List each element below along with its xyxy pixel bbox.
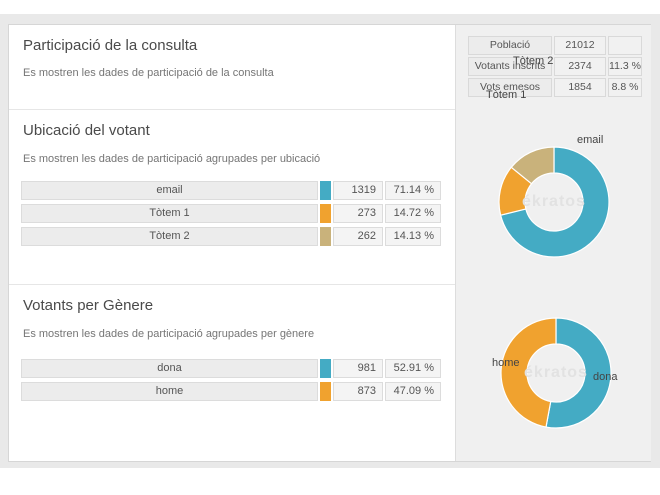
row-label: Tòtem 2 — [21, 227, 318, 246]
gender-section-subtitle: Es mostren les dades de participació agr… — [23, 328, 315, 340]
row-value: 262 — [333, 227, 383, 246]
color-swatch — [320, 382, 331, 401]
row-percent: 52.91 % — [385, 359, 441, 378]
pie-slice-home[interactable] — [500, 317, 557, 428]
row-label: home — [21, 382, 318, 401]
pie-slice-Tòtem 2[interactable] — [510, 146, 555, 185]
row-label: dona — [21, 359, 318, 378]
row-label: Votants inscrits — [468, 57, 552, 76]
pie-slice-email[interactable] — [499, 146, 610, 258]
gender-section-title: Votants per Gènere — [23, 297, 154, 314]
section-divider — [9, 109, 455, 110]
table-row: Tòtem 2 262 14.13 % — [21, 227, 441, 246]
summary-table: Població 21012 Votants inscrits 2374 11.… — [468, 36, 642, 99]
row-label: Població — [468, 36, 552, 55]
row-value: 273 — [333, 204, 383, 223]
location-section-title: Ubicació del votant — [23, 122, 150, 139]
color-swatch — [320, 181, 331, 200]
row-value: 2374 — [554, 57, 606, 76]
row-value: 981 — [333, 359, 383, 378]
row-percent: 8.8 % — [608, 78, 642, 97]
table-row: Tòtem 1 273 14.72 % — [21, 204, 441, 223]
participation-card: Participació de la consulta Es mostren l… — [8, 24, 651, 462]
row-value: 873 — [333, 382, 383, 401]
section-divider — [9, 284, 455, 285]
color-swatch — [320, 227, 331, 246]
table-row: home 873 47.09 % — [21, 382, 441, 401]
row-label: Vots emesos — [468, 78, 552, 97]
color-swatch — [320, 359, 331, 378]
gender-donut[interactable] — [491, 308, 621, 438]
page-title: Participació de la consulta — [23, 37, 198, 54]
row-percent: 14.13 % — [385, 227, 441, 246]
color-swatch — [320, 204, 331, 223]
row-percent: 11.3 % — [608, 57, 642, 76]
gender-table: dona 981 52.91 % home 873 47.09 % — [21, 359, 441, 405]
row-percent: 47.09 % — [385, 382, 441, 401]
page-subtitle: Es mostren les dades de participació de … — [23, 67, 274, 79]
row-value: 1854 — [554, 78, 606, 97]
location-donut-chart: ékratos — [489, 137, 619, 267]
row-label: email — [21, 181, 318, 200]
row-value: 21012 — [554, 36, 606, 55]
row-value: 1319 — [333, 181, 383, 200]
pie-label-totem1: Tòtem 1 — [486, 89, 527, 101]
row-label: Tòtem 1 — [21, 204, 318, 223]
pie-label-totem2: Tòtem 2 — [513, 55, 554, 67]
row-percent — [608, 36, 642, 55]
location-section-subtitle: Es mostren les dades de participació agr… — [23, 153, 321, 165]
table-row: Població 21012 — [468, 36, 642, 55]
main-content: Participació de la consulta Es mostren l… — [9, 25, 455, 461]
row-percent: 14.72 % — [385, 204, 441, 223]
table-row: dona 981 52.91 % — [21, 359, 441, 378]
location-table: email 1319 71.14 % Tòtem 1 273 14.72 % T… — [21, 181, 441, 250]
location-donut[interactable] — [489, 137, 619, 267]
pie-label-dona: dona — [593, 371, 618, 383]
summary-panel: Població 21012 Votants inscrits 2374 11.… — [455, 25, 651, 461]
table-row: email 1319 71.14 % — [21, 181, 441, 200]
row-percent: 71.14 % — [385, 181, 441, 200]
table-row: Votants inscrits 2374 11.3 % — [468, 57, 642, 76]
pie-label-email: email — [577, 134, 604, 146]
table-row: Vots emesos 1854 8.8 % — [468, 78, 642, 97]
pie-slice-dona[interactable] — [545, 317, 612, 429]
pie-label-home: home — [492, 357, 520, 369]
